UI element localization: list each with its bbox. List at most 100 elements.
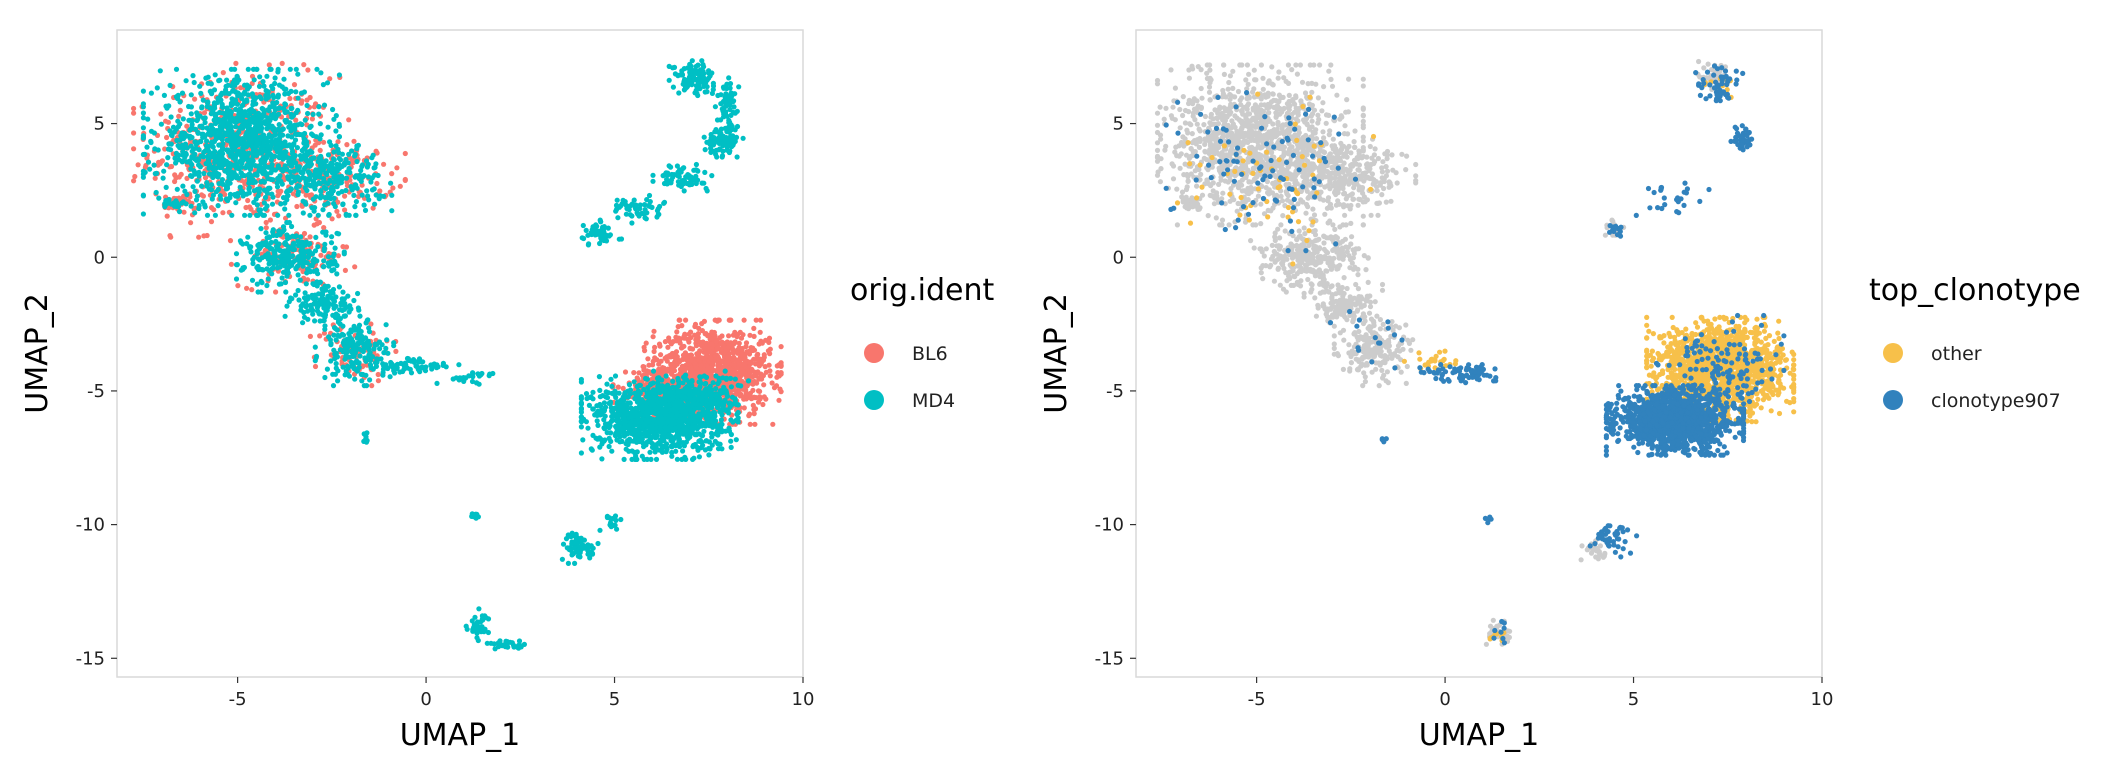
- data-point: [767, 368, 773, 374]
- data-point: [267, 256, 274, 262]
- data-point: [280, 224, 287, 230]
- data-point: [291, 156, 297, 162]
- data-point: [200, 97, 206, 103]
- data-point: [333, 361, 339, 367]
- data-point: [197, 83, 203, 89]
- data-point: [297, 260, 303, 266]
- data-point: [370, 205, 376, 211]
- data-point: [282, 200, 288, 206]
- data-point: [322, 326, 328, 332]
- data-point: [151, 162, 157, 168]
- data-point: [770, 421, 776, 427]
- data-point: [199, 104, 205, 110]
- data-point: [226, 132, 232, 138]
- data-point: [241, 264, 247, 271]
- data-point: [272, 80, 278, 87]
- data-point: [312, 186, 318, 192]
- data-point: [294, 145, 300, 151]
- data-point: [225, 82, 231, 88]
- data-point: [204, 125, 210, 131]
- data-point: [598, 219, 604, 225]
- data-point: [381, 161, 387, 167]
- data-point: [317, 333, 323, 339]
- data-point: [368, 179, 374, 185]
- data-point: [303, 192, 309, 198]
- data-point: [318, 132, 324, 138]
- data-point: [361, 383, 367, 389]
- data-point: [303, 303, 309, 309]
- data-point: [694, 167, 700, 174]
- data-point: [724, 144, 730, 150]
- data-point: [257, 74, 263, 80]
- data-point: [332, 325, 338, 332]
- data-point: [312, 344, 318, 350]
- data-point: [301, 230, 308, 237]
- data-point: [414, 364, 420, 370]
- data-point: [364, 188, 370, 194]
- data-point: [670, 352, 676, 358]
- data-point: [261, 168, 267, 174]
- data-point: [302, 185, 308, 191]
- data-point: [304, 249, 310, 255]
- data-point: [357, 353, 363, 359]
- data-point: [308, 192, 315, 198]
- data-point: [286, 161, 293, 167]
- data-point: [283, 117, 289, 123]
- data-point: [305, 294, 311, 300]
- data-point: [366, 329, 373, 335]
- data-point: [294, 131, 300, 137]
- data-point: [220, 70, 226, 76]
- data-point: [247, 212, 253, 218]
- data-point: [719, 333, 725, 339]
- data-point: [336, 134, 342, 140]
- data-point: [173, 160, 179, 166]
- data-point: [255, 242, 261, 248]
- data-point: [585, 425, 591, 431]
- data-point: [429, 366, 435, 372]
- data-point: [721, 114, 727, 120]
- data-point: [290, 174, 297, 180]
- data-point: [394, 165, 400, 171]
- data-point: [341, 296, 347, 302]
- data-point: [182, 141, 189, 147]
- data-point: [675, 72, 681, 78]
- data-point: [663, 170, 669, 176]
- data-point: [212, 212, 218, 218]
- data-point: [708, 356, 714, 362]
- data-point: [341, 302, 347, 308]
- data-point: [330, 383, 337, 389]
- data-point: [282, 279, 289, 286]
- data-point: [154, 85, 160, 91]
- data-point: [132, 173, 138, 180]
- data-point: [724, 357, 731, 363]
- data-point: [623, 211, 630, 217]
- data-point: [596, 374, 603, 380]
- data-point: [289, 223, 295, 230]
- data-point: [213, 189, 219, 195]
- data-point: [131, 105, 137, 112]
- data-point: [717, 146, 723, 152]
- data-point: [285, 193, 291, 199]
- data-point: [209, 151, 215, 157]
- data-point: [653, 456, 660, 462]
- data-point: [229, 212, 235, 218]
- data-point: [269, 201, 276, 207]
- data-point: [739, 345, 745, 352]
- data-point: [275, 66, 281, 72]
- data-point: [670, 172, 676, 178]
- data-point: [358, 167, 364, 174]
- data-point: [249, 139, 255, 145]
- data-point: [287, 66, 293, 72]
- data-point: [300, 198, 306, 204]
- data-point: [194, 110, 200, 116]
- data-point: [212, 113, 218, 119]
- data-point: [687, 182, 693, 188]
- data-point: [231, 162, 237, 168]
- data-point: [666, 77, 672, 83]
- data-point: [340, 340, 346, 346]
- data-point: [726, 149, 733, 156]
- data-point: [334, 262, 340, 269]
- data-point: [164, 134, 170, 141]
- data-point: [289, 134, 295, 140]
- data-point: [192, 151, 198, 157]
